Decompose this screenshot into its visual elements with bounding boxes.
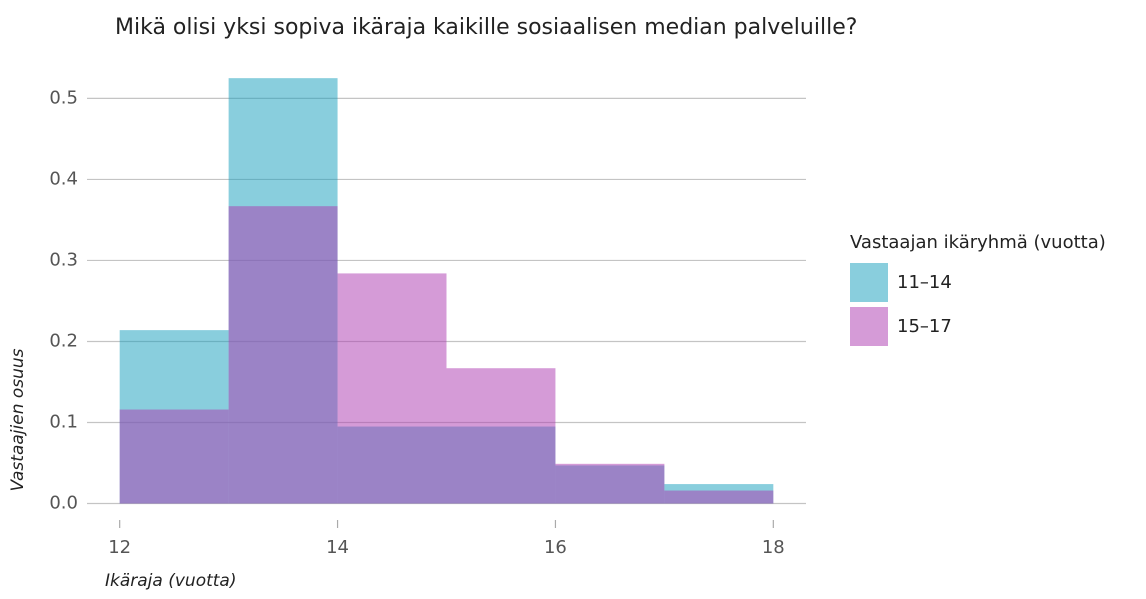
bar [664, 490, 774, 504]
bar [446, 368, 556, 504]
y-tick-label: 0.2 [49, 330, 78, 351]
x-tick-label: 18 [762, 537, 785, 558]
legend-title: Vastaajan ikäryhmä (vuotta) [850, 232, 1106, 253]
y-tick-label: 0.5 [49, 87, 78, 108]
bar [337, 273, 447, 504]
x-tick-label: 16 [544, 537, 567, 558]
legend-label: 15–17 [897, 316, 952, 337]
x-tick-label: 12 [108, 537, 131, 558]
y-tick-label: 0.0 [49, 493, 78, 514]
x-axis-title: Ikäraja (vuotta) [105, 571, 236, 591]
y-tick-label: 0.4 [49, 168, 78, 189]
chart-title: Mikä olisi yksi sopiva ikäraja kaikille … [115, 15, 857, 40]
legend-label: 11–14 [897, 272, 952, 293]
legend-swatch [850, 263, 888, 302]
bar [119, 409, 229, 504]
y-tick-label: 0.1 [49, 411, 78, 432]
y-tick-label: 0.3 [49, 249, 78, 270]
x-tick-label: 14 [326, 537, 349, 558]
y-axis-title: Vastaajien osuus [8, 348, 28, 491]
bar [555, 463, 665, 504]
legend-swatch [850, 307, 888, 346]
bar [228, 206, 338, 504]
